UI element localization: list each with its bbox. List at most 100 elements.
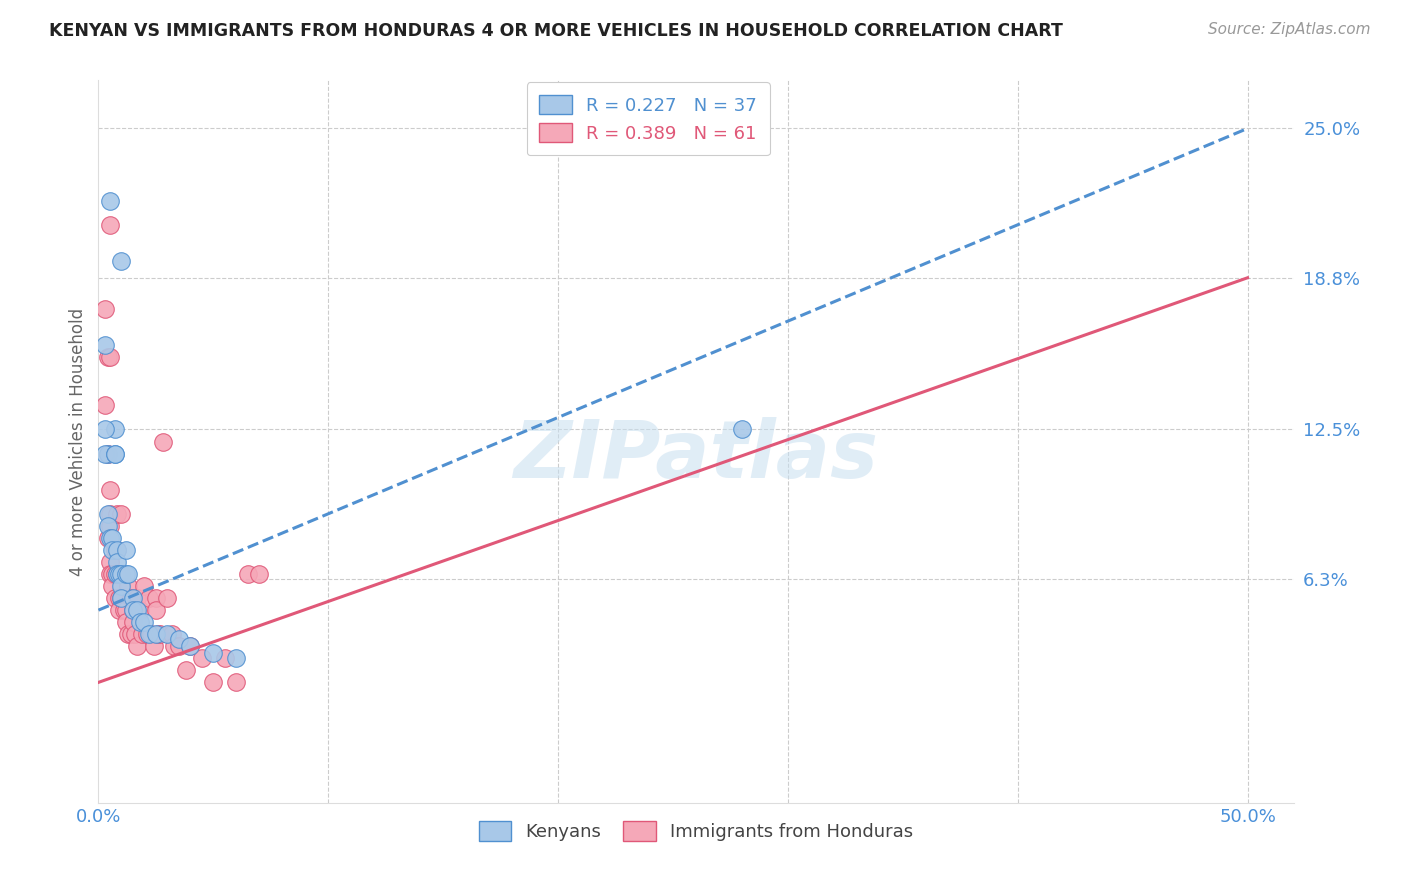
Point	[145, 591, 167, 606]
Point	[191, 651, 214, 665]
Point	[138, 627, 160, 641]
Point	[103, 591, 125, 606]
Point	[101, 542, 124, 557]
Point	[101, 567, 124, 582]
Point	[127, 591, 149, 606]
Y-axis label: 4 or more Vehicles in Household: 4 or more Vehicles in Household	[69, 308, 87, 575]
Point	[145, 603, 167, 617]
Point	[174, 664, 197, 678]
Point	[731, 423, 754, 437]
Point	[149, 627, 172, 641]
Point	[105, 555, 128, 569]
Point	[127, 639, 149, 653]
Point	[122, 603, 145, 617]
Point	[115, 603, 138, 617]
Legend: Kenyans, Immigrants from Honduras: Kenyans, Immigrants from Honduras	[468, 810, 924, 852]
Point	[134, 579, 156, 593]
Point	[98, 507, 121, 521]
Point	[115, 567, 138, 582]
Point	[105, 567, 128, 582]
Point	[135, 627, 157, 641]
Point	[141, 627, 163, 641]
Point	[236, 567, 259, 582]
Point	[98, 518, 121, 533]
Point	[110, 253, 132, 268]
Point	[94, 423, 117, 437]
Point	[179, 639, 201, 653]
Point	[98, 483, 121, 497]
Point	[202, 647, 225, 661]
Point	[105, 542, 128, 557]
Point	[127, 603, 149, 617]
Point	[103, 423, 125, 437]
Point	[98, 567, 121, 582]
Point	[145, 627, 167, 641]
Point	[108, 591, 131, 606]
Point	[110, 591, 132, 606]
Point	[202, 675, 225, 690]
Point	[128, 603, 150, 617]
Point	[122, 615, 145, 630]
Point	[117, 627, 139, 641]
Point	[156, 591, 179, 606]
Point	[110, 579, 132, 593]
Point	[225, 651, 247, 665]
Text: ZIPatlas: ZIPatlas	[513, 417, 879, 495]
Point	[163, 639, 186, 653]
Point	[98, 555, 121, 569]
Point	[115, 542, 138, 557]
Point	[94, 338, 117, 352]
Point	[103, 446, 125, 460]
Text: Source: ZipAtlas.com: Source: ZipAtlas.com	[1208, 22, 1371, 37]
Point	[97, 446, 120, 460]
Point	[131, 627, 153, 641]
Point	[120, 627, 142, 641]
Point	[97, 446, 120, 460]
Point	[98, 218, 121, 232]
Point	[167, 632, 190, 646]
Point	[110, 507, 132, 521]
Point	[98, 531, 121, 545]
Point	[156, 627, 179, 641]
Point	[225, 675, 247, 690]
Point	[103, 567, 125, 582]
Point	[112, 603, 135, 617]
Point	[110, 567, 132, 582]
Point	[167, 639, 190, 653]
Point	[179, 639, 201, 653]
Point	[97, 350, 120, 364]
Point	[101, 579, 124, 593]
Point	[120, 591, 142, 606]
Point	[152, 434, 174, 449]
Point	[94, 446, 117, 460]
Point	[142, 639, 165, 653]
Point	[98, 350, 121, 364]
Point	[97, 531, 120, 545]
Point	[94, 398, 117, 412]
Point	[108, 603, 131, 617]
Point	[94, 301, 117, 317]
Point	[134, 615, 156, 630]
Text: KENYAN VS IMMIGRANTS FROM HONDURAS 4 OR MORE VEHICLES IN HOUSEHOLD CORRELATION C: KENYAN VS IMMIGRANTS FROM HONDURAS 4 OR …	[49, 22, 1063, 40]
Point	[108, 567, 131, 582]
Point	[105, 567, 128, 582]
Point	[117, 579, 139, 593]
Point	[101, 531, 124, 545]
Point	[115, 615, 138, 630]
Point	[160, 627, 183, 641]
Point	[103, 542, 125, 557]
Point	[98, 194, 121, 208]
Point	[105, 507, 128, 521]
Point	[103, 446, 125, 460]
Point	[124, 627, 146, 641]
Point	[110, 567, 132, 582]
Point	[110, 591, 132, 606]
Point	[122, 591, 145, 606]
Point	[97, 507, 120, 521]
Point	[105, 542, 128, 557]
Point	[122, 603, 145, 617]
Point	[148, 627, 170, 641]
Point	[138, 591, 160, 606]
Point	[117, 567, 139, 582]
Point	[97, 518, 120, 533]
